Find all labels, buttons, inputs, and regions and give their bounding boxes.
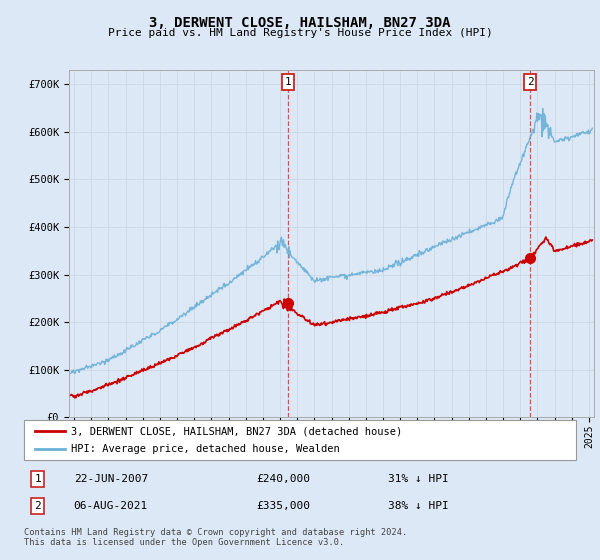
Text: £335,000: £335,000: [256, 501, 310, 511]
Text: 1: 1: [285, 77, 292, 87]
Text: 2: 2: [527, 77, 533, 87]
Text: HPI: Average price, detached house, Wealden: HPI: Average price, detached house, Weal…: [71, 444, 340, 454]
Text: 31% ↓ HPI: 31% ↓ HPI: [388, 474, 449, 484]
Text: 06-AUG-2021: 06-AUG-2021: [74, 501, 148, 511]
Text: 3, DERWENT CLOSE, HAILSHAM, BN27 3DA (detached house): 3, DERWENT CLOSE, HAILSHAM, BN27 3DA (de…: [71, 426, 402, 436]
Text: This data is licensed under the Open Government Licence v3.0.: This data is licensed under the Open Gov…: [24, 538, 344, 547]
FancyBboxPatch shape: [24, 420, 576, 460]
Text: 2: 2: [34, 501, 41, 511]
Text: 38% ↓ HPI: 38% ↓ HPI: [388, 501, 449, 511]
Text: Contains HM Land Registry data © Crown copyright and database right 2024.: Contains HM Land Registry data © Crown c…: [24, 528, 407, 536]
Text: 22-JUN-2007: 22-JUN-2007: [74, 474, 148, 484]
Text: 1: 1: [34, 474, 41, 484]
Text: £240,000: £240,000: [256, 474, 310, 484]
Text: Price paid vs. HM Land Registry's House Price Index (HPI): Price paid vs. HM Land Registry's House …: [107, 28, 493, 38]
Text: 3, DERWENT CLOSE, HAILSHAM, BN27 3DA: 3, DERWENT CLOSE, HAILSHAM, BN27 3DA: [149, 16, 451, 30]
